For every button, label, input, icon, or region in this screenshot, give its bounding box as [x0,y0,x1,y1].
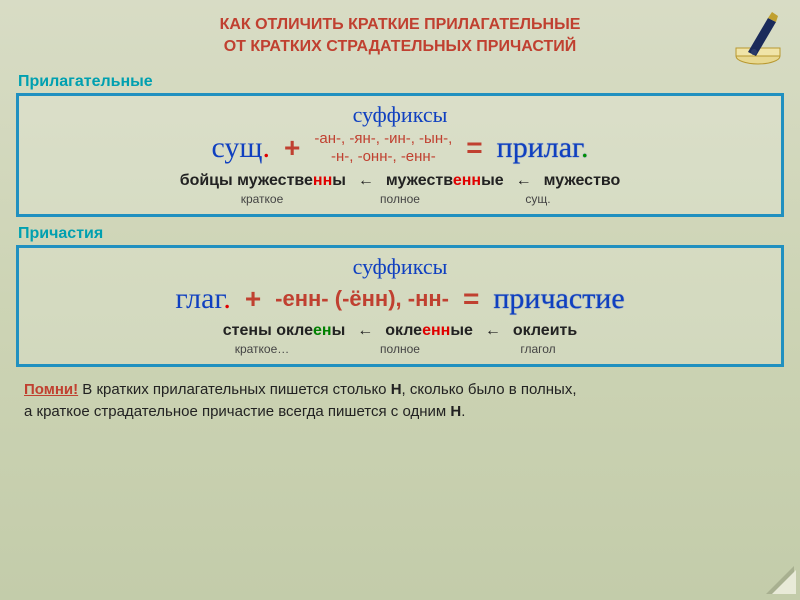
adj-ex-w3: мужество [544,172,621,190]
adj-suffix-caption: суффиксы [29,102,771,128]
adj-sub3: сущ. [493,192,583,206]
part-ex-w3: оклеить [513,322,577,340]
adj-suffix-line2: -н-, -онн-, -енн- [331,148,436,165]
adj-suffixes: -ан-, -ян-, -ин-, -ын-, -н-, -онн-, -енн… [314,130,452,166]
footer-t1: В кратких прилагательных пишется столько [78,381,391,398]
arrow-icon: ← [516,172,532,190]
plus-icon: + [284,132,300,164]
footer-period: . [461,403,465,420]
adj-right-term: прилаг. [497,131,589,165]
arrow-icon: ← [485,322,501,340]
adj-left-term: сущ. [212,131,271,165]
adjectives-label: Прилагательные [18,73,800,91]
footer-n2: Н [450,403,461,420]
participles-box: суффиксы глаг. + -енн- (-ённ), -нн- = пр… [16,245,784,367]
adj-sub1: краткое [217,192,307,206]
part-sub2: полное [355,342,445,356]
footer-n1: Н [391,381,402,398]
part-suffixes: -енн- (-ённ), -нн- [275,286,449,312]
pen-icon [728,8,788,73]
arrow-icon: ← [357,322,373,340]
adj-example: бойцы мужественны ← мужественные ← мужес… [29,172,771,190]
plus-icon: + [245,283,261,315]
adj-ex-w1: бойцы мужественны [180,172,346,190]
part-right-term: причастие [493,282,624,316]
adj-formula: сущ. + -ан-, -ян-, -ин-, -ын-, -н-, -онн… [29,130,771,166]
part-sub3: глагол [493,342,583,356]
part-ex-w1: стены оклеены [223,322,345,340]
part-example: стены оклеены ← оклеенные ← оклеить [29,322,771,340]
arrow-icon: ← [358,172,374,190]
part-sub-row: краткое… полное глагол [29,342,771,356]
page-curl-icon [766,566,794,594]
adj-right-dot: . [581,131,589,164]
adj-sub2: полное [355,192,445,206]
part-left-term: глаг. [175,282,231,316]
part-sub1: краткое… [217,342,307,356]
adjectives-box: суффиксы сущ. + -ан-, -ян-, -ин-, -ын-, … [16,93,784,217]
equals-icon: = [466,132,482,164]
page-title: КАК ОТЛИЧИТЬ КРАТКИЕ ПРИЛАГАТЕЛЬНЫЕ ОТ К… [0,0,800,69]
part-suffix-caption: суффиксы [29,254,771,280]
participles-label: Причастия [18,225,800,243]
part-left-text: глаг [175,282,223,315]
adj-ex-w2: мужественные [386,172,504,190]
title-line-1: КАК ОТЛИЧИТЬ КРАТКИЕ ПРИЛАГАТЕЛЬНЫЕ [20,14,780,36]
title-line-2: ОТ КРАТКИХ СТРАДАТЕЛЬНЫХ ПРИЧАСТИЙ [20,36,780,58]
remember-label: Помни! [24,381,78,398]
adj-left-text: сущ [212,131,263,164]
footer-t3: а краткое страдательное причастие всегда… [24,403,450,420]
adj-left-dot: . [263,131,271,164]
part-formula: глаг. + -енн- (-ённ), -нн- = причастие [29,282,771,316]
adj-right-text: прилаг [497,131,581,164]
equals-icon: = [463,283,479,315]
part-ex-w2: оклеенные [385,322,473,340]
footer-t2: , сколько было в полных, [402,381,577,398]
part-left-dot: . [223,282,231,315]
adj-sub-row: краткое полное сущ. [29,192,771,206]
footer-note: Помни! В кратких прилагательных пишется … [24,379,776,424]
adj-suffix-line1: -ан-, -ян-, -ин-, -ын-, [314,130,452,147]
